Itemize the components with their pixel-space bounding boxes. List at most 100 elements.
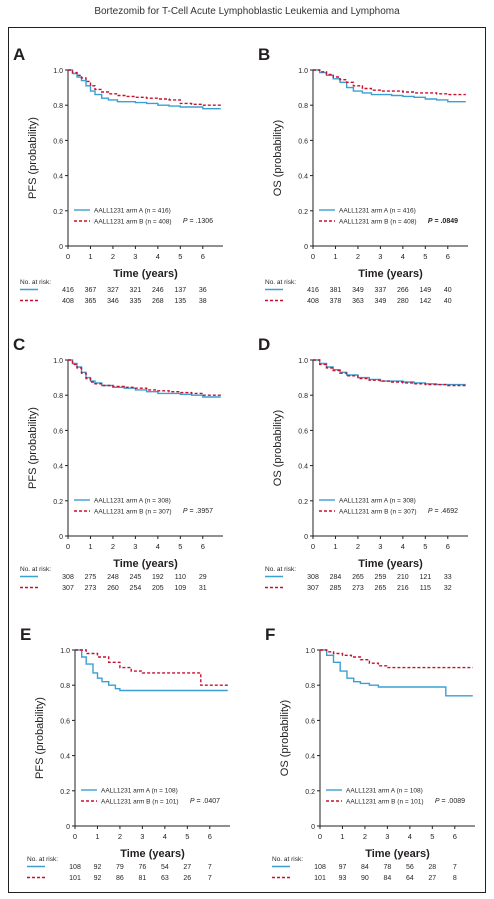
risk-count: 110 xyxy=(175,574,186,581)
risk-count: 56 xyxy=(406,864,414,871)
x-tick-label: 0 xyxy=(311,252,315,261)
x-axis-label: Time (years) xyxy=(365,848,430,860)
y-tick-label: 1.0 xyxy=(305,648,315,655)
y-tick-label: 1.0 xyxy=(53,68,63,75)
risk-count: 81 xyxy=(138,875,146,882)
y-axis-label: OS (probability) xyxy=(272,120,284,196)
x-tick-label: 4 xyxy=(401,252,405,261)
risk-count: 273 xyxy=(352,585,364,592)
risk-count: 7 xyxy=(208,875,212,882)
y-tick-label: 0 xyxy=(59,534,63,541)
y-tick-label: 0 xyxy=(66,824,70,831)
x-tick-label: 5 xyxy=(423,252,427,261)
x-tick-label: 0 xyxy=(73,832,77,841)
panel-a: A 0 0.2 0.4 0.6 0.8 1.0 0 1 2 3 4 5 6 PFS (probability… xyxy=(13,45,223,305)
risk-count: 101 xyxy=(69,875,81,882)
x-tick-label: 1 xyxy=(88,542,92,551)
risk-count: 260 xyxy=(107,585,119,592)
y-axis-label: PFS (probability) xyxy=(27,117,39,199)
x-tick-label: 4 xyxy=(408,832,412,841)
risk-count: 78 xyxy=(383,864,391,871)
y-tick-label: 0 xyxy=(59,244,63,251)
x-axis-label: Time (years) xyxy=(358,558,423,570)
y-tick-label: 0.2 xyxy=(305,789,315,796)
y-tick-label: 0.2 xyxy=(298,499,308,506)
x-tick-label: 5 xyxy=(178,252,182,261)
y-axis-label: OS (probability) xyxy=(279,700,291,776)
risk-count: 268 xyxy=(152,298,164,305)
x-tick-label: 6 xyxy=(446,542,450,551)
risk-count: 265 xyxy=(352,574,364,581)
figure-frame xyxy=(8,27,486,893)
p-value: P = .1306 xyxy=(183,218,213,225)
y-tick-label: 0 xyxy=(311,824,315,831)
x-tick-label: 2 xyxy=(111,252,115,261)
y-tick-label: 0.6 xyxy=(53,428,63,435)
risk-count: 280 xyxy=(397,298,409,305)
km-curve-arm-b xyxy=(313,69,466,96)
p-value: P = .0849 xyxy=(428,218,458,225)
x-tick-label: 1 xyxy=(88,252,92,261)
risk-count: 40 xyxy=(444,298,452,305)
legend-label: AALL1231 arm B (n = 307) xyxy=(94,509,172,516)
risk-count: 308 xyxy=(62,574,74,581)
risk-count: 275 xyxy=(85,574,97,581)
x-tick-label: 6 xyxy=(201,542,205,551)
risk-table-label: No. at risk: xyxy=(272,856,303,863)
y-tick-label: 1.0 xyxy=(298,358,308,365)
risk-count: 381 xyxy=(330,287,342,294)
risk-count: 7 xyxy=(208,864,212,871)
km-curve-arm-b xyxy=(313,359,466,387)
x-tick-label: 0 xyxy=(66,252,70,261)
x-tick-label: 6 xyxy=(446,252,450,261)
x-tick-label: 2 xyxy=(356,542,360,551)
risk-count: 335 xyxy=(130,298,142,305)
risk-count: 31 xyxy=(199,585,207,592)
x-axis-label: Time (years) xyxy=(113,268,178,280)
y-axis-label: PFS (probability) xyxy=(34,697,46,779)
risk-count: 84 xyxy=(361,864,369,871)
y-tick-label: 0.2 xyxy=(53,209,63,216)
legend-label: AALL1231 arm B (n = 408) xyxy=(339,219,417,226)
y-tick-label: 0.6 xyxy=(298,428,308,435)
risk-count: 26 xyxy=(183,875,191,882)
risk-count: 8 xyxy=(453,875,457,882)
y-tick-label: 0.2 xyxy=(60,789,70,796)
risk-count: 92 xyxy=(94,864,102,871)
y-tick-label: 0.2 xyxy=(53,499,63,506)
km-curve-arm-a xyxy=(313,69,466,103)
panel-b: B 0 0.2 0.4 0.6 0.8 1.0 0 1 2 3 4 5 6 OS (probability)… xyxy=(258,45,468,305)
x-tick-label: 3 xyxy=(133,252,137,261)
risk-count: 285 xyxy=(330,585,342,592)
risk-count: 33 xyxy=(444,574,452,581)
risk-count: 63 xyxy=(161,875,169,882)
legend-label: AALL1231 arm A (n = 416) xyxy=(339,208,416,215)
legend-label: AALL1231 arm A (n = 416) xyxy=(94,208,171,215)
x-tick-label: 5 xyxy=(430,832,434,841)
x-tick-label: 4 xyxy=(156,542,160,551)
risk-count: 97 xyxy=(339,864,347,871)
risk-count: 254 xyxy=(130,585,142,592)
risk-count: 115 xyxy=(420,585,431,592)
y-tick-label: 0.6 xyxy=(53,138,63,145)
y-tick-label: 0 xyxy=(304,534,308,541)
risk-count: 101 xyxy=(314,875,326,882)
risk-count: 137 xyxy=(174,287,186,294)
legend-label: AALL1231 arm A (n = 308) xyxy=(94,498,171,505)
risk-count: 210 xyxy=(397,574,409,581)
risk-table-label: No. at risk: xyxy=(27,856,58,863)
x-tick-label: 5 xyxy=(178,542,182,551)
panel-d: D 0 0.2 0.4 0.6 0.8 1.0 0 1 2 3 4 5 6 OS (probability)… xyxy=(258,335,468,592)
y-tick-label: 0.4 xyxy=(298,464,308,471)
risk-count: 408 xyxy=(307,298,319,305)
legend-label: AALL1231 arm B (n = 408) xyxy=(94,219,172,226)
y-tick-label: 0.6 xyxy=(298,138,308,145)
y-tick-label: 0.8 xyxy=(305,683,315,690)
risk-count: 307 xyxy=(62,585,74,592)
risk-count: 346 xyxy=(107,298,119,305)
p-value: P = .0089 xyxy=(435,798,465,805)
y-tick-label: 0.4 xyxy=(53,174,63,181)
risk-count: 84 xyxy=(383,875,391,882)
legend-label: AALL1231 arm A (n = 308) xyxy=(339,498,416,505)
